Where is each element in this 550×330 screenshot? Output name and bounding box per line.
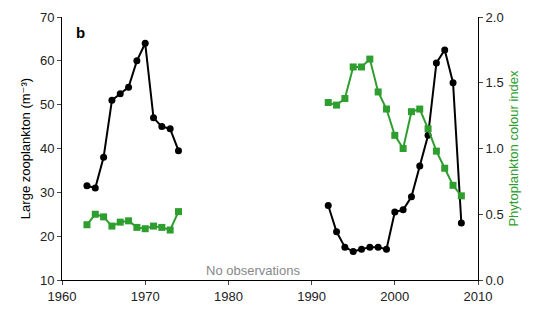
svg-text:2.0: 2.0 <box>486 10 504 25</box>
svg-text:No observations: No observations <box>206 263 300 278</box>
svg-text:Large zooplankton (m⁻³): Large zooplankton (m⁻³) <box>18 78 33 219</box>
svg-text:1990: 1990 <box>297 289 326 304</box>
svg-text:b: b <box>76 24 85 41</box>
svg-text:10: 10 <box>40 273 54 288</box>
svg-text:1.0: 1.0 <box>486 141 504 156</box>
svg-text:40: 40 <box>40 141 54 156</box>
svg-text:0.5: 0.5 <box>486 207 504 222</box>
svg-text:30: 30 <box>40 185 54 200</box>
svg-text:Phytoplankton colour index: Phytoplankton colour index <box>506 70 521 227</box>
svg-text:1970: 1970 <box>131 289 160 304</box>
svg-text:60: 60 <box>40 53 54 68</box>
svg-text:1960: 1960 <box>48 289 77 304</box>
svg-text:70: 70 <box>40 10 54 25</box>
svg-text:20: 20 <box>40 229 54 244</box>
svg-text:50: 50 <box>40 97 54 112</box>
svg-text:2010: 2010 <box>464 289 493 304</box>
svg-text:1980: 1980 <box>214 289 243 304</box>
svg-text:0.0: 0.0 <box>486 273 504 288</box>
svg-text:1.5: 1.5 <box>486 75 504 90</box>
svg-text:2000: 2000 <box>380 289 409 304</box>
